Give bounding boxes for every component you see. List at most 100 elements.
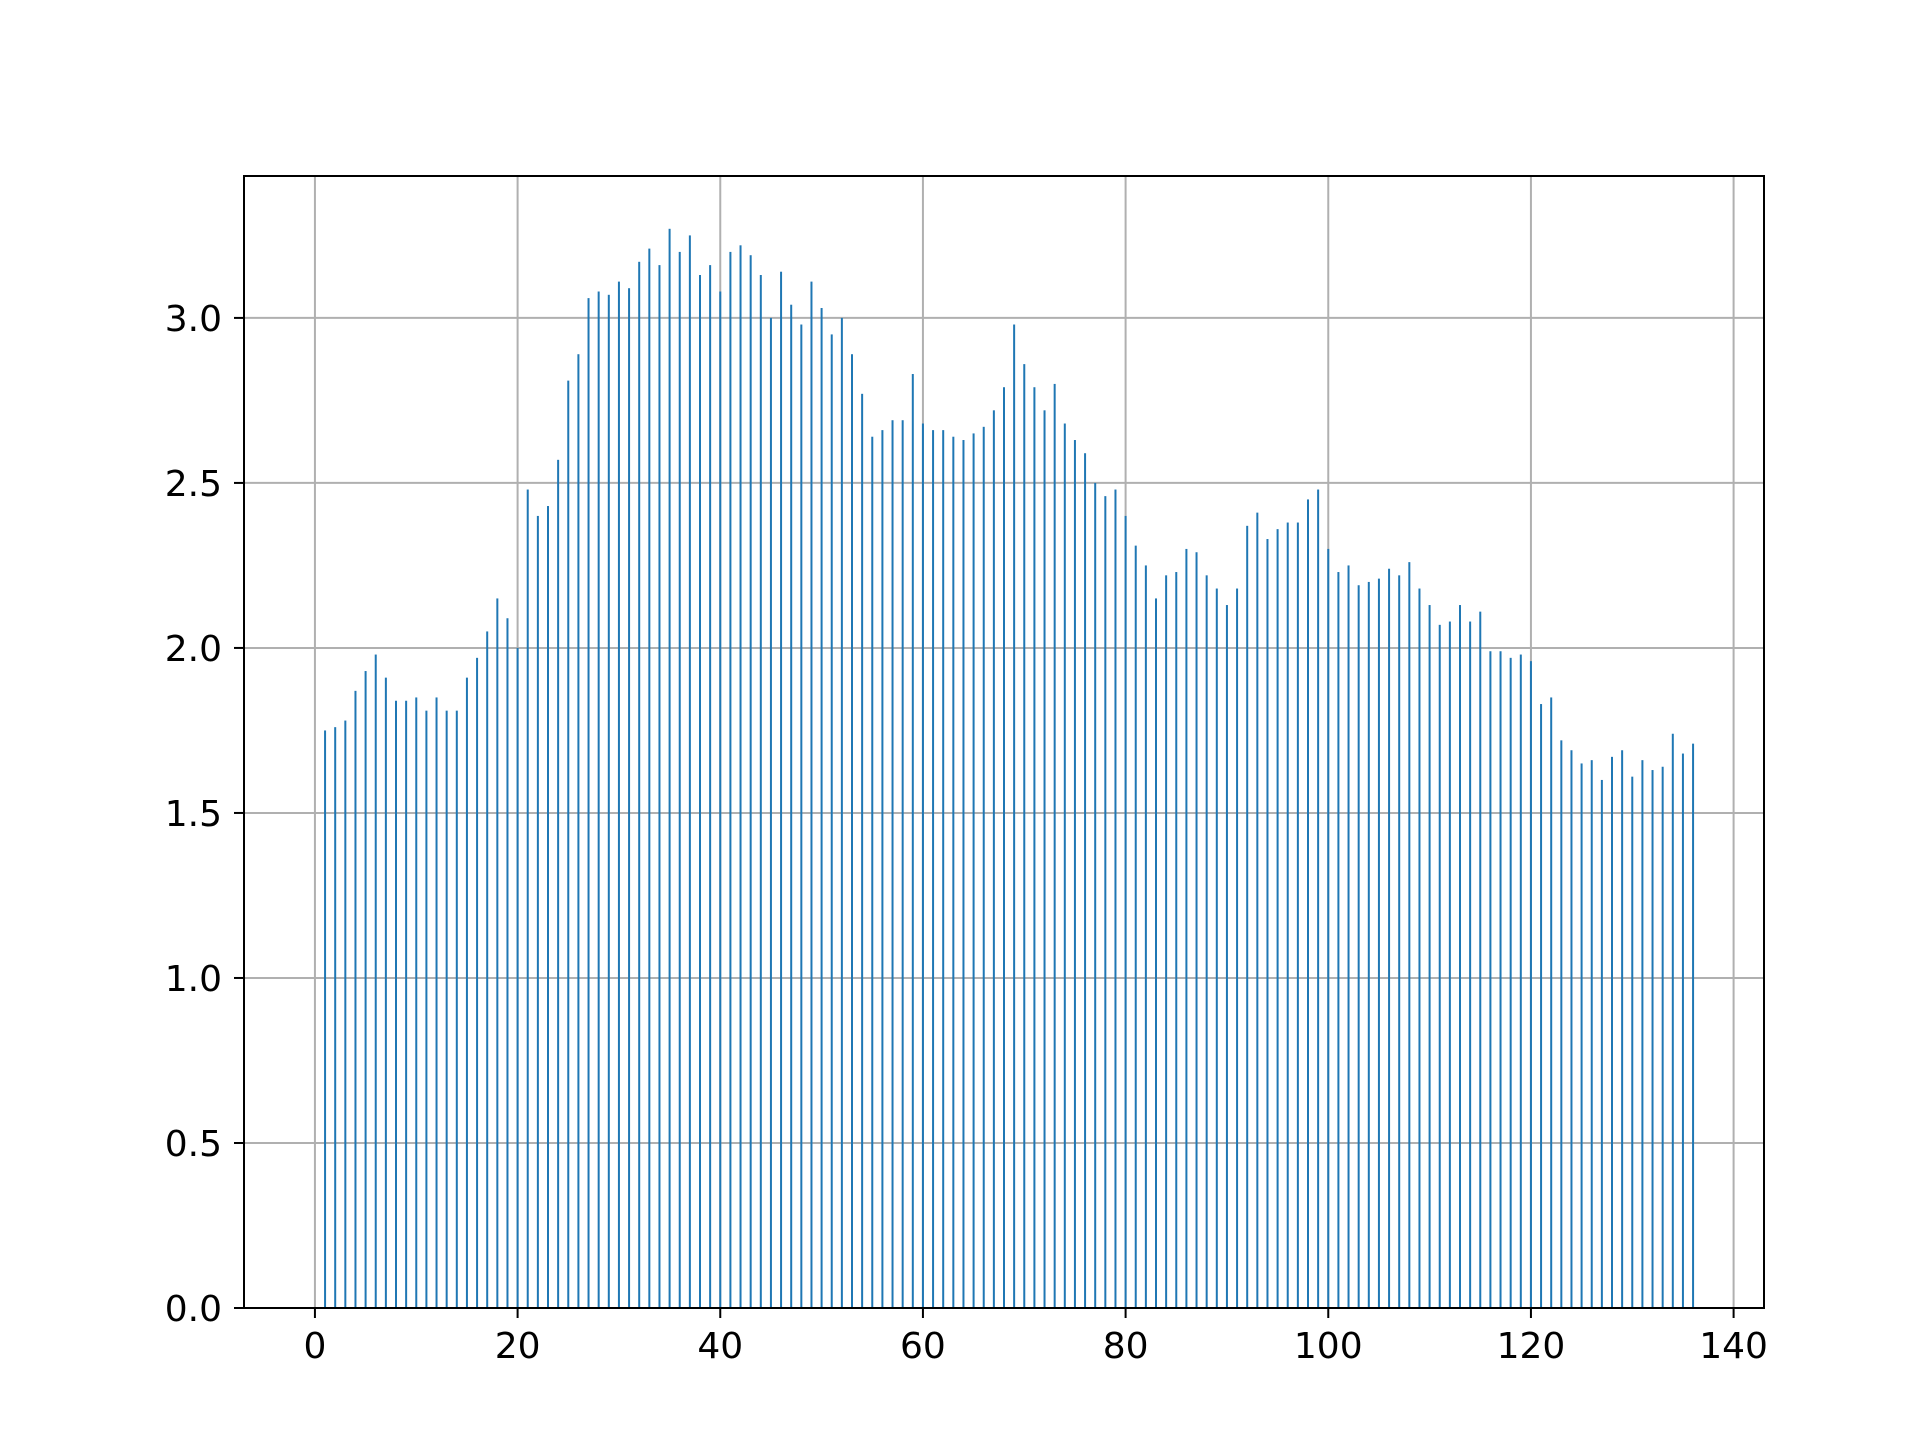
bar	[628, 288, 631, 1308]
bar	[1600, 779, 1603, 1308]
bar	[536, 515, 539, 1308]
bar	[1469, 621, 1472, 1308]
bar	[1033, 387, 1036, 1309]
bar	[1428, 605, 1431, 1308]
bar	[1094, 482, 1097, 1308]
bar	[648, 248, 651, 1308]
y-tick-label: 3.0	[165, 299, 222, 340]
x-tick-label: 40	[697, 1326, 743, 1367]
bar	[769, 317, 772, 1308]
bar	[1580, 763, 1583, 1308]
bar	[1104, 496, 1107, 1308]
y-tick-label: 1.5	[165, 794, 222, 835]
bar	[617, 281, 620, 1308]
bar	[597, 291, 600, 1308]
bar	[1063, 423, 1066, 1308]
bar	[465, 677, 468, 1308]
bar	[1388, 568, 1391, 1308]
bar	[1144, 565, 1147, 1308]
bar	[607, 294, 610, 1308]
bar	[921, 423, 924, 1308]
bar	[1003, 387, 1005, 1309]
bar	[1205, 575, 1208, 1308]
bar	[1124, 515, 1127, 1308]
bar	[749, 255, 752, 1308]
bar	[1043, 410, 1046, 1309]
bar	[1134, 545, 1137, 1308]
bar	[496, 598, 499, 1308]
bar	[405, 700, 408, 1308]
bar	[1225, 605, 1228, 1308]
bar	[1611, 756, 1613, 1308]
bar	[1053, 383, 1056, 1309]
bar	[1479, 611, 1482, 1308]
bar	[992, 410, 995, 1309]
bar	[415, 697, 418, 1308]
bar	[1621, 750, 1624, 1308]
bar	[901, 420, 904, 1309]
bar	[395, 700, 397, 1308]
bar	[1307, 499, 1309, 1308]
bar	[1114, 489, 1117, 1308]
bar	[354, 690, 357, 1308]
bar	[1084, 453, 1087, 1308]
bar	[719, 291, 722, 1308]
bar	[1519, 654, 1522, 1308]
bar	[638, 261, 641, 1308]
bar	[1408, 562, 1411, 1308]
bar	[1499, 651, 1502, 1308]
x-tick-label: 20	[495, 1326, 541, 1367]
bar	[506, 618, 509, 1308]
bar	[759, 275, 762, 1308]
x-tick-label: 80	[1103, 1326, 1149, 1367]
bar	[455, 710, 458, 1308]
bar	[780, 271, 783, 1308]
bar	[1489, 651, 1492, 1308]
bar	[800, 324, 803, 1308]
bar	[942, 430, 945, 1308]
bar	[567, 380, 570, 1309]
bar	[810, 281, 813, 1308]
y-tick-label: 2.5	[165, 464, 222, 505]
x-tick-label: 0	[303, 1326, 326, 1367]
bar	[324, 730, 327, 1308]
bar	[972, 433, 975, 1308]
bar	[476, 657, 479, 1308]
bar	[1195, 552, 1198, 1308]
bar	[1337, 572, 1340, 1308]
bar	[668, 228, 671, 1308]
axes-frame	[243, 175, 1765, 1309]
bar	[1692, 743, 1695, 1308]
bar	[1631, 776, 1634, 1308]
bar	[982, 426, 985, 1308]
bar	[1398, 575, 1401, 1308]
bar	[881, 430, 884, 1308]
bar	[1550, 697, 1553, 1308]
bar	[739, 245, 742, 1308]
bar	[577, 354, 580, 1309]
bar	[1296, 522, 1299, 1308]
bar	[1661, 766, 1664, 1308]
bar	[790, 304, 793, 1308]
bar	[1013, 324, 1016, 1308]
bar	[486, 631, 489, 1308]
x-tick-label: 60	[900, 1326, 946, 1367]
bar	[962, 440, 965, 1308]
bar	[1671, 733, 1674, 1308]
bar	[840, 317, 843, 1308]
bar	[384, 677, 387, 1308]
bar	[1246, 525, 1249, 1308]
bar	[1236, 588, 1239, 1308]
bar	[435, 697, 438, 1308]
bar	[445, 710, 448, 1308]
bar	[374, 654, 377, 1308]
bar	[1438, 624, 1441, 1308]
bar	[526, 489, 529, 1308]
bar	[1317, 489, 1320, 1308]
x-tick-label: 140	[1699, 1326, 1768, 1367]
bar	[911, 374, 914, 1309]
bar	[1185, 548, 1188, 1308]
bar	[1459, 605, 1461, 1308]
bar	[1327, 548, 1330, 1308]
